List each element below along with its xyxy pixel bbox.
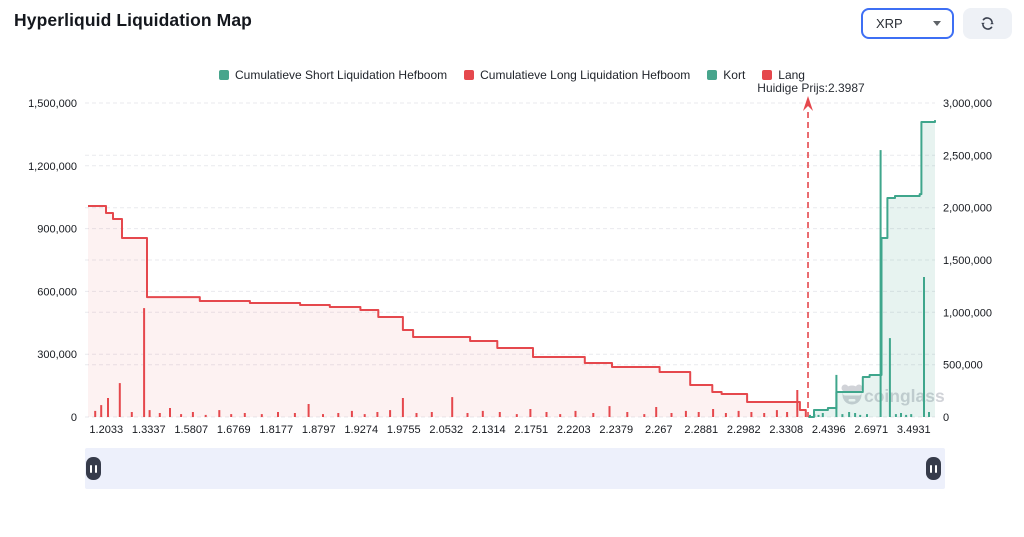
svg-text:0: 0 xyxy=(71,412,77,424)
symbol-select[interactable]: XRP xyxy=(861,8,954,39)
symbol-select-value: XRP xyxy=(876,16,903,31)
left-axis-labels: 0 300,000 600,000 900,000 1,200,000 1,500,000 xyxy=(28,98,77,424)
svg-text:3,000,000: 3,000,000 xyxy=(943,98,992,110)
svg-text:2.1314: 2.1314 xyxy=(472,424,506,436)
legend-label: Lang xyxy=(778,68,805,82)
svg-text:1.8177: 1.8177 xyxy=(259,424,293,436)
svg-text:1.8797: 1.8797 xyxy=(302,424,336,436)
legend-label: Cumulatieve Long Liquidation Hefboom xyxy=(480,68,691,82)
svg-text:0: 0 xyxy=(943,412,949,424)
svg-text:2.0532: 2.0532 xyxy=(429,424,463,436)
svg-text:1,200,000: 1,200,000 xyxy=(28,161,77,173)
legend-item-3[interactable]: Lang xyxy=(762,68,805,82)
svg-text:1.9755: 1.9755 xyxy=(387,424,421,436)
header-controls: XRP xyxy=(861,8,1012,39)
series-cumulatieve-long-liquidation-hefboom xyxy=(88,205,807,417)
brush-handle-right[interactable] xyxy=(926,457,941,480)
current-price-marker: Huidige Prijs:2.3987 xyxy=(757,81,865,417)
grid-lines xyxy=(85,102,935,418)
svg-text:500,000: 500,000 xyxy=(943,360,983,372)
refresh-icon xyxy=(981,17,994,30)
right-axis-labels: 0 500,000 1,000,000 1,500,000 2,000,000 2,500… xyxy=(943,98,992,424)
legend-swatch xyxy=(219,70,229,80)
svg-text:1,500,000: 1,500,000 xyxy=(28,98,77,110)
legend-item-0[interactable]: Cumulatieve Short Liquidation Hefboom xyxy=(219,68,447,82)
zoom-brush-track[interactable] xyxy=(85,448,945,489)
svg-text:1,500,000: 1,500,000 xyxy=(943,255,992,267)
pause-icon xyxy=(929,464,933,473)
svg-text:2.267: 2.267 xyxy=(645,424,673,436)
legend-item-2[interactable]: Kort xyxy=(707,68,745,82)
svg-text:2.2203: 2.2203 xyxy=(557,424,591,436)
bars-lang xyxy=(94,308,799,417)
svg-text:900,000: 900,000 xyxy=(37,224,77,236)
series-cumulatieve-short-liquidation-hefboom xyxy=(808,120,936,418)
legend-swatch xyxy=(762,70,773,80)
svg-text:2.2881: 2.2881 xyxy=(684,424,718,436)
chart-legend: Cumulatieve Short Liquidation Hefboom Cum… xyxy=(0,68,1024,82)
svg-text:1.5807: 1.5807 xyxy=(174,424,208,436)
svg-text:2,500,000: 2,500,000 xyxy=(943,150,992,162)
svg-text:2.1751: 2.1751 xyxy=(514,424,548,436)
svg-text:2.4396: 2.4396 xyxy=(812,424,846,436)
svg-text:1.9274: 1.9274 xyxy=(344,424,378,436)
svg-text:Huidige Prijs:2.3987: Huidige Prijs:2.3987 xyxy=(757,81,865,95)
legend-swatch xyxy=(464,70,475,80)
svg-text:3.4931: 3.4931 xyxy=(897,424,931,436)
bars-kort xyxy=(809,150,930,417)
refresh-button[interactable] xyxy=(963,8,1012,39)
svg-text:1.2033: 1.2033 xyxy=(89,424,123,436)
legend-label: Kort xyxy=(723,68,746,82)
svg-text:2.6971: 2.6971 xyxy=(854,424,888,436)
svg-text:2.3308: 2.3308 xyxy=(769,424,803,436)
x-axis-labels: 1.2033 1.3337 1.5807 1.6769 1.8177 1.8797 1.92… xyxy=(89,424,930,436)
pause-icon xyxy=(89,464,93,473)
svg-text:2.2379: 2.2379 xyxy=(599,424,633,436)
page-title: Hyperliquid Liquidation Map xyxy=(14,10,252,30)
chevron-down-icon xyxy=(933,21,941,26)
svg-text:2,000,000: 2,000,000 xyxy=(943,203,992,215)
liquidation-chart[interactable]: 0 300,000 600,000 900,000 1,200,000 1,500,000… xyxy=(0,0,1024,445)
svg-text:1,000,000: 1,000,000 xyxy=(943,307,992,319)
svg-text:1.3337: 1.3337 xyxy=(132,424,166,436)
svg-text:1.6769: 1.6769 xyxy=(217,424,251,436)
svg-text:300,000: 300,000 xyxy=(37,349,77,361)
svg-text:600,000: 600,000 xyxy=(37,286,77,298)
legend-swatch xyxy=(707,70,718,80)
brush-handle-left[interactable] xyxy=(86,457,101,480)
svg-text:2.2982: 2.2982 xyxy=(727,424,761,436)
legend-label: Cumulatieve Short Liquidation Hefboom xyxy=(235,68,448,82)
legend-item-1[interactable]: Cumulatieve Long Liquidation Hefboom xyxy=(464,68,690,82)
